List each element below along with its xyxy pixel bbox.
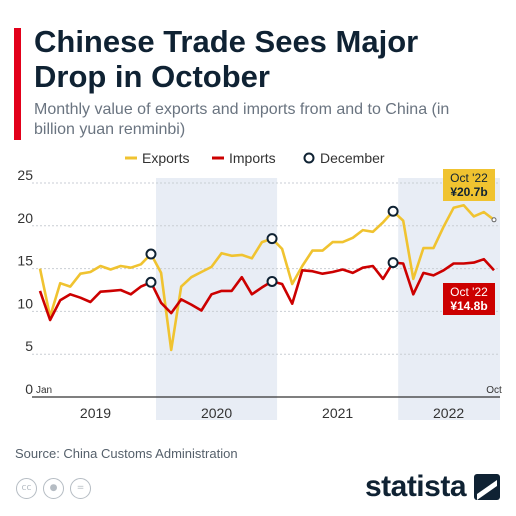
december-marker-exports xyxy=(145,248,157,260)
attribution-icon: ● xyxy=(43,478,64,499)
y-tick-label: 20 xyxy=(17,210,33,226)
legend-label-imports: Imports xyxy=(229,150,276,166)
legend-label-december: December xyxy=(320,150,385,166)
y-tick-label: 25 xyxy=(17,167,33,183)
legend-label-exports: Exports xyxy=(142,150,189,166)
chart-title: Chinese Trade Sees Major Drop in October xyxy=(34,24,419,94)
y-tick-label: 0 xyxy=(25,381,33,397)
december-marker-imports xyxy=(145,276,157,288)
brand-wordmark: statista xyxy=(364,470,467,503)
annotation-value-exports: ¥20.7b xyxy=(450,185,487,199)
year-label: 2019 xyxy=(80,405,111,421)
annotation-value-imports: ¥14.8b xyxy=(450,299,487,313)
line-chart: 0 5 10 15 20 25 Jan Oct 2019 2020 2021 2022 Exports I… xyxy=(17,150,502,421)
end-point-marker xyxy=(491,217,497,223)
legend-marker-december xyxy=(303,152,315,164)
year-label: 2021 xyxy=(322,405,353,421)
year-band-2020 xyxy=(156,178,278,420)
december-marker-imports xyxy=(266,275,278,287)
december-marker-exports xyxy=(266,233,278,245)
annotation-box-exports xyxy=(443,169,495,201)
december-marker-exports xyxy=(387,205,399,217)
december-marker-imports xyxy=(387,257,399,269)
year-label: 2020 xyxy=(201,405,232,421)
y-tick-label: 5 xyxy=(25,338,33,354)
license-icons: cc ● = xyxy=(16,478,91,499)
annotation-box-imports xyxy=(443,283,495,315)
x-start-label: Jan xyxy=(36,385,52,396)
y-tick-label: 15 xyxy=(17,253,33,269)
year-label: 2022 xyxy=(433,405,464,421)
statista-logo-icon xyxy=(474,474,500,500)
annotation-date-imports: Oct '22 xyxy=(450,285,488,299)
accent-bar xyxy=(14,28,21,140)
no-derivatives-icon: = xyxy=(70,478,91,499)
creative-commons-icon: cc xyxy=(16,478,37,499)
x-end-label: Oct xyxy=(486,385,502,396)
statista-brand: statista xyxy=(365,470,500,504)
annotation-date-exports: Oct '22 xyxy=(450,171,488,185)
y-tick-label: 10 xyxy=(17,295,33,311)
series-line-imports xyxy=(38,257,495,322)
chart-subtitle: Monthly value of exports and imports fro… xyxy=(34,101,450,138)
source-note: Source: China Customs Administration xyxy=(15,446,238,461)
